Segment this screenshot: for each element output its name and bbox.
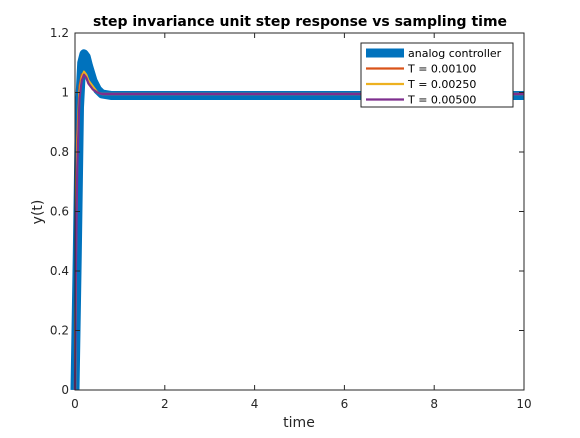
chart-title: step invariance unit step response vs sa… [93, 14, 507, 30]
x-tick-label: 8 [430, 397, 438, 411]
y-axis-label: y(t) [30, 200, 46, 225]
y-tick-label: 0 [61, 383, 69, 397]
series-layer [70, 49, 524, 391]
y-tick-label: 0.2 [50, 324, 69, 338]
y-tick-label: 0.4 [50, 264, 69, 278]
x-tick-label: 4 [251, 397, 259, 411]
legend: analog controller T = 0.00100 T = 0.00250 T… [360, 42, 514, 108]
legend-label-4: T = 0.00500 [407, 94, 476, 107]
y-tick-label: 1.2 [50, 26, 69, 40]
x-tick-label: 6 [341, 397, 349, 411]
x-tick-label: 10 [516, 397, 531, 411]
legend-items: analog controller T = 0.00100 T = 0.00250 T… [366, 47, 502, 107]
legend-label-3: T = 0.00250 [407, 78, 476, 91]
x-tick-label: 2 [161, 397, 169, 411]
legend-label-1: analog controller [408, 47, 502, 60]
plot-frame [74, 32, 525, 391]
legend-label-2: T = 0.00100 [407, 63, 476, 76]
y-tick-label: 0.6 [50, 205, 69, 219]
y-tick-label: 1 [61, 86, 69, 100]
x-tick-label: 0 [71, 397, 79, 411]
series-line-4 [73, 73, 524, 391]
y-tick-label: 0.8 [50, 145, 69, 159]
x-axis-label: time [283, 415, 315, 431]
